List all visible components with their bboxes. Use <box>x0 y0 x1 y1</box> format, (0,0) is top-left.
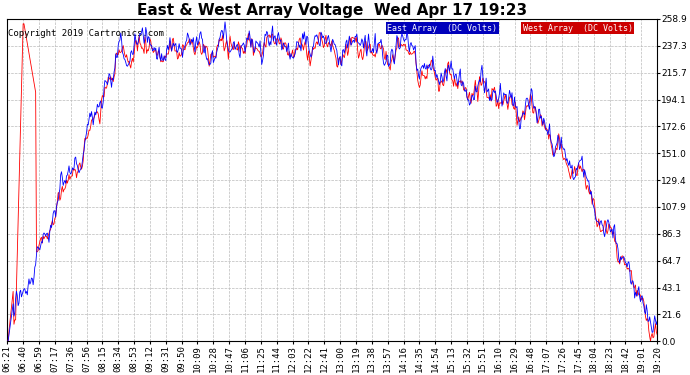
Title: East & West Array Voltage  Wed Apr 17 19:23: East & West Array Voltage Wed Apr 17 19:… <box>137 3 527 18</box>
Text: Copyright 2019 Cartronics.com: Copyright 2019 Cartronics.com <box>8 28 164 38</box>
Text: West Array  (DC Volts): West Array (DC Volts) <box>522 24 633 33</box>
Text: East Array  (DC Volts): East Array (DC Volts) <box>388 24 497 33</box>
